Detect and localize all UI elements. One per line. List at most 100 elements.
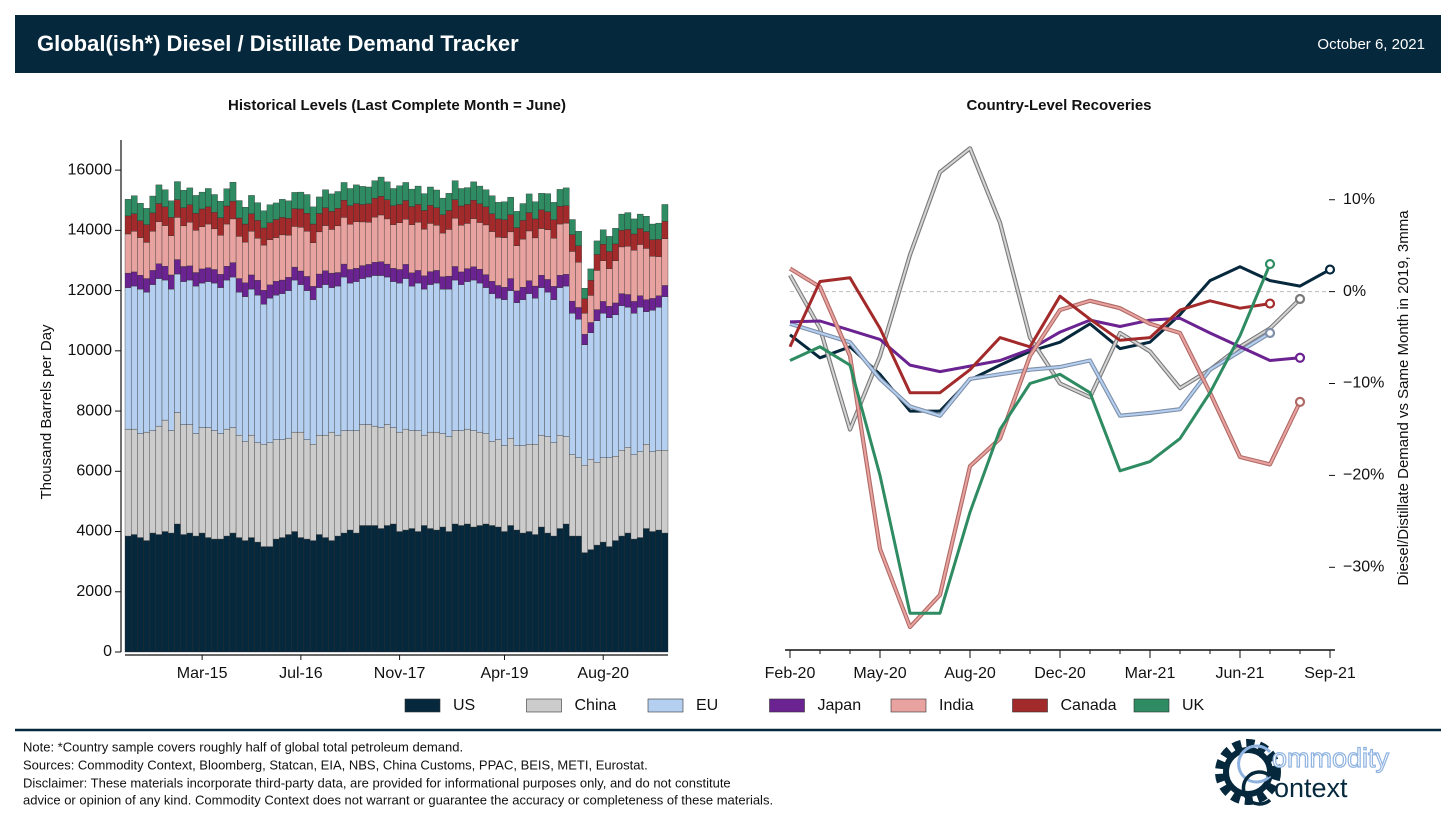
x-tick-label: Nov-17 (374, 665, 426, 682)
bar-segment (279, 199, 286, 218)
legend-label: Japan (818, 697, 862, 714)
bar-segment (538, 287, 545, 436)
bar-segment (198, 191, 206, 210)
bar-segment (371, 197, 379, 218)
bar-segment (649, 309, 656, 452)
bar-segment (408, 224, 416, 273)
bar-segment (532, 201, 539, 220)
end-marker (1294, 396, 1306, 407)
bar-segment (130, 534, 138, 653)
bar-segment (396, 282, 403, 433)
y-tick-label: 0 (103, 643, 112, 660)
y-tick-label: 10000 (68, 342, 113, 359)
bar-segment (260, 227, 268, 246)
footer-note: Sources: Commodity Context, Bloomberg, S… (23, 757, 648, 772)
bar-segment (365, 186, 372, 205)
bar-segment (501, 219, 508, 238)
bar-segment (643, 311, 650, 445)
bar-segment (383, 263, 391, 278)
bar-segment (532, 534, 539, 653)
bar-segment (433, 207, 440, 226)
bar-segment (365, 276, 372, 425)
bar-segment (519, 287, 527, 300)
bar-segment (606, 546, 613, 653)
bar-segment (124, 428, 132, 537)
logo-text: ommodity (1272, 743, 1390, 773)
bar-segment (383, 199, 391, 220)
bar-segment (550, 238, 558, 287)
bar-segment (390, 188, 397, 206)
bar-segment (198, 268, 206, 284)
bar-segment (439, 288, 447, 434)
bar-segment (229, 276, 237, 428)
bar-segment (285, 218, 292, 236)
bar-segment (346, 224, 354, 270)
bar-segment (470, 266, 477, 281)
bar-segment (630, 233, 638, 251)
bar-segment (266, 297, 274, 443)
bar-segment (421, 525, 428, 653)
end-marker (1294, 352, 1306, 363)
bar-segment (316, 287, 323, 436)
bar-segment (550, 286, 558, 300)
bar-segment (525, 531, 533, 653)
bar-segment (149, 284, 157, 431)
bar-segment (587, 459, 595, 550)
bar-segment (377, 275, 385, 428)
y-tick-label: 0% (1343, 283, 1366, 300)
bar-segment (556, 434, 564, 529)
bar-segment (161, 266, 169, 281)
bar-segment (513, 445, 521, 531)
bar-segment (340, 200, 348, 218)
bar-segment (254, 541, 261, 653)
bar-segment (501, 531, 508, 653)
bar-segment (550, 299, 558, 443)
bar-segment (408, 206, 416, 225)
y-axis-label: Thousand Barrels per Day (38, 324, 55, 500)
bar-segment (507, 278, 514, 291)
bar-segment (482, 287, 490, 434)
bar-segment (550, 535, 558, 653)
bar-segment (205, 427, 212, 538)
bar-segment (205, 188, 212, 208)
bar-segment (217, 433, 224, 540)
bar-segment (414, 222, 422, 271)
bar-segment (458, 284, 465, 431)
bar-segment (587, 332, 595, 460)
bar-segment (155, 534, 163, 653)
bar-segment (618, 230, 625, 248)
line (789, 267, 1301, 628)
bar-segment (211, 538, 218, 653)
bar-segment (242, 282, 249, 297)
bar-segment (519, 203, 527, 221)
bar-segment (464, 268, 471, 282)
bar-segment (649, 298, 656, 311)
bar-segment (538, 209, 545, 229)
bar-segment (365, 264, 372, 278)
bar-segment (414, 531, 422, 653)
bar-segment (501, 287, 508, 300)
bar-segment (143, 431, 150, 541)
bar-segment (599, 229, 607, 245)
bar-segment (655, 222, 663, 240)
bar-segment (606, 236, 613, 252)
bar-segment (211, 269, 218, 284)
bar-segment (254, 294, 261, 443)
bar-segment (242, 296, 249, 442)
bar-segment (192, 195, 200, 214)
bar-segment (235, 278, 243, 293)
bar-segment (630, 250, 638, 302)
bar-segment (414, 204, 422, 223)
bar-segment (482, 433, 490, 525)
bar-segment (612, 260, 619, 304)
bar-segment (612, 228, 619, 245)
bar-segment (353, 268, 360, 282)
bar-segment (390, 224, 397, 269)
bar-segment (291, 208, 298, 227)
bar-segment (211, 194, 218, 213)
bar-segment (303, 194, 311, 214)
bar-segment (285, 534, 292, 653)
bar-segment (266, 546, 274, 653)
bar-segment (279, 293, 286, 440)
